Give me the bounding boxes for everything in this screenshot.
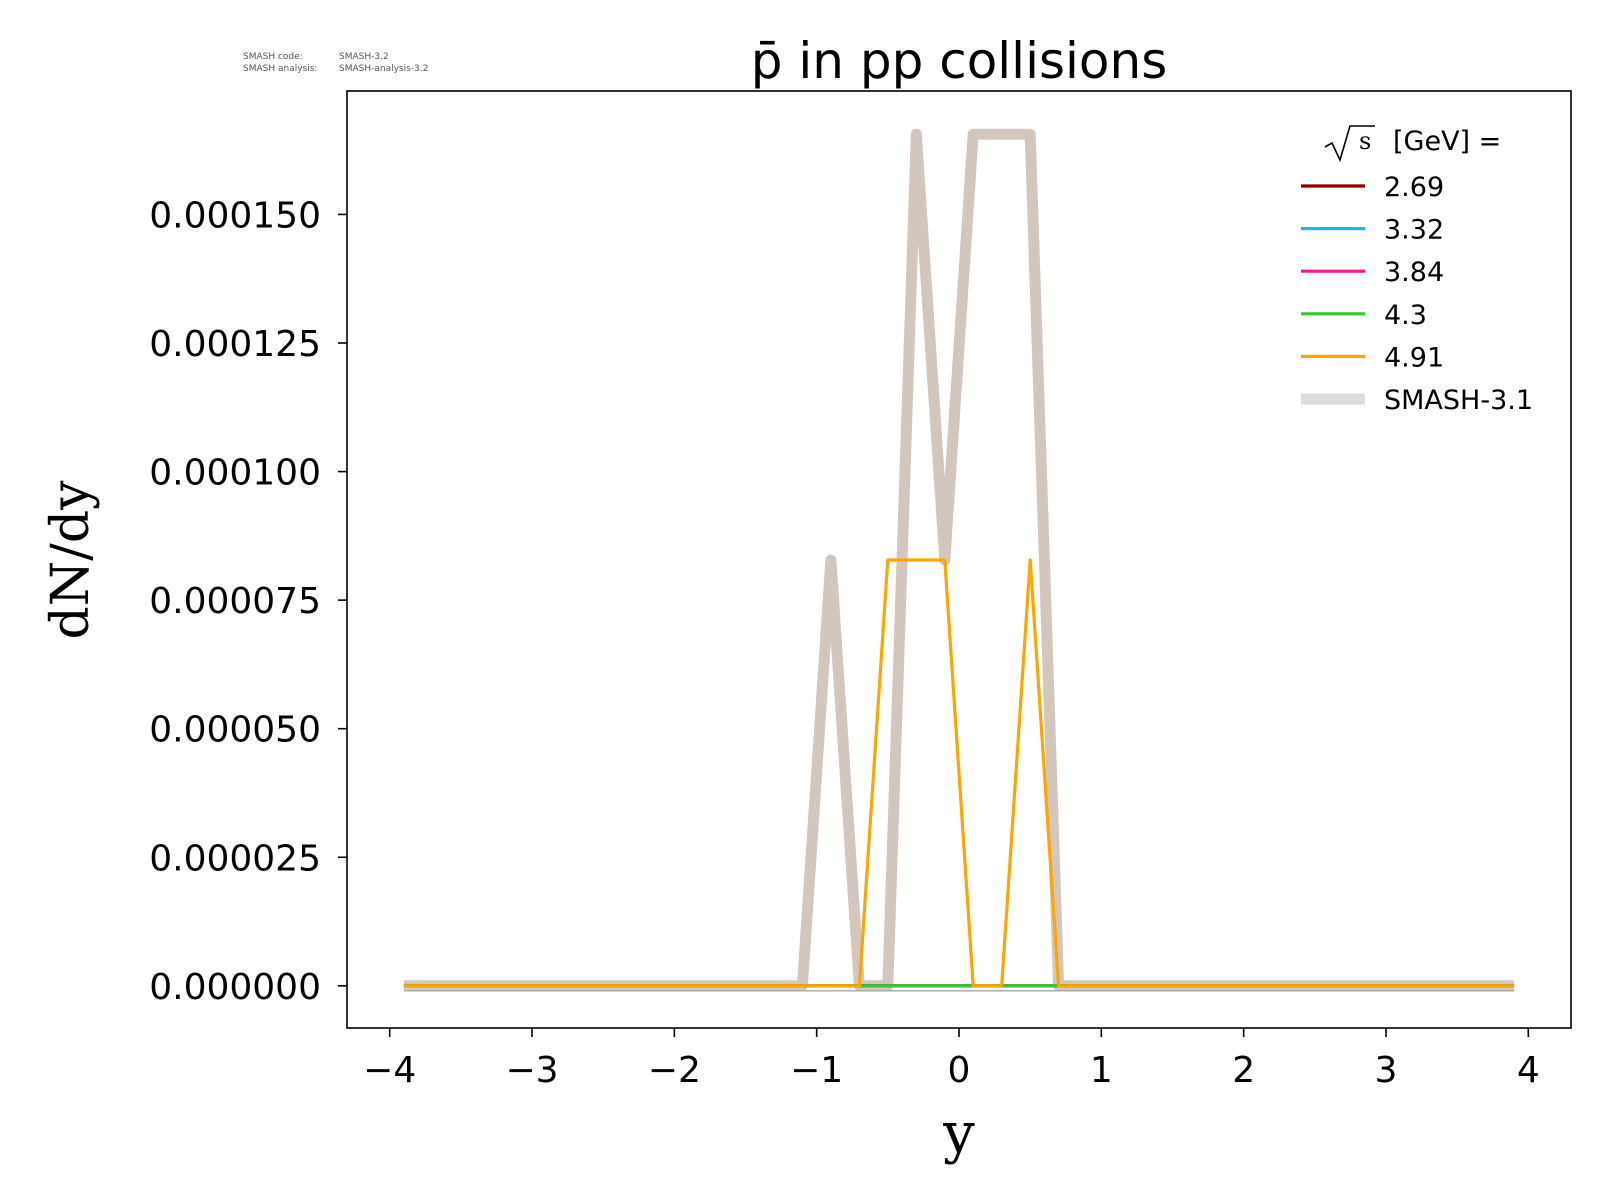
- chart-title: p̄ in pp collisions: [751, 32, 1168, 90]
- series-layer: [403, 128, 1515, 992]
- x-tick-label: −3: [505, 1050, 558, 1091]
- x-tick-label: 2: [1232, 1050, 1255, 1091]
- smash-code-label: SMASH code:: [243, 52, 303, 62]
- legend-label: SMASH-3.1: [1384, 385, 1533, 416]
- smash-analysis-label: SMASH analysis:: [243, 64, 317, 74]
- series-line-smash-3-1: [403, 128, 1515, 992]
- legend: s [GeV] = 2.69 3.32 3.84 4.3 4.91 SMASH-3.1: [1301, 125, 1533, 416]
- y-axis-label: dN/dy: [41, 480, 101, 640]
- x-tick-label: 3: [1375, 1050, 1398, 1091]
- series-line-4-91: [403, 558, 1515, 988]
- x-tick-label: −2: [648, 1050, 701, 1091]
- smash-code-value: SMASH-3.2: [339, 52, 389, 62]
- legend-label: 3.32: [1384, 215, 1444, 246]
- x-tick-label: −1: [790, 1050, 843, 1091]
- legend-title-unit: [GeV] =: [1393, 126, 1501, 157]
- x-tick-label: 1: [1090, 1050, 1113, 1091]
- y-tick-label: 0.000150: [149, 195, 321, 236]
- y-tick-label: 0.000075: [149, 581, 321, 622]
- y-axis: 0.000000 0.000025 0.000050 0.000075 0.000100…: [149, 195, 347, 1008]
- x-tick-label: −4: [363, 1050, 416, 1091]
- legend-entries: 2.69 3.32 3.84 4.3 4.91 SMASH-3.1: [1301, 172, 1533, 416]
- y-tick-label: 0.000100: [149, 453, 321, 494]
- smash-analysis-value: SMASH-analysis-3.2: [339, 64, 428, 74]
- x-tick-label: 0: [948, 1050, 971, 1091]
- x-axis: −4 −3 −2 −1 0 1 2 3 4: [363, 1028, 1540, 1091]
- legend-label: 3.84: [1384, 257, 1444, 288]
- y-tick-label: 0.000050: [149, 710, 321, 751]
- legend-label: 4.91: [1384, 342, 1444, 373]
- y-tick-label: 0.000000: [149, 967, 321, 1008]
- legend-title: s [GeV] =: [1324, 125, 1501, 163]
- y-tick-label: 0.000125: [149, 324, 321, 365]
- legend-label: 4.3: [1384, 300, 1427, 331]
- sqrt-icon: [1324, 125, 1375, 163]
- x-tick-label: 4: [1517, 1050, 1540, 1091]
- y-tick-label: 0.000025: [149, 838, 321, 879]
- legend-label: 2.69: [1384, 172, 1444, 203]
- x-axis-label: y: [942, 1101, 975, 1166]
- legend-title-sqrt-arg: s: [1359, 127, 1371, 155]
